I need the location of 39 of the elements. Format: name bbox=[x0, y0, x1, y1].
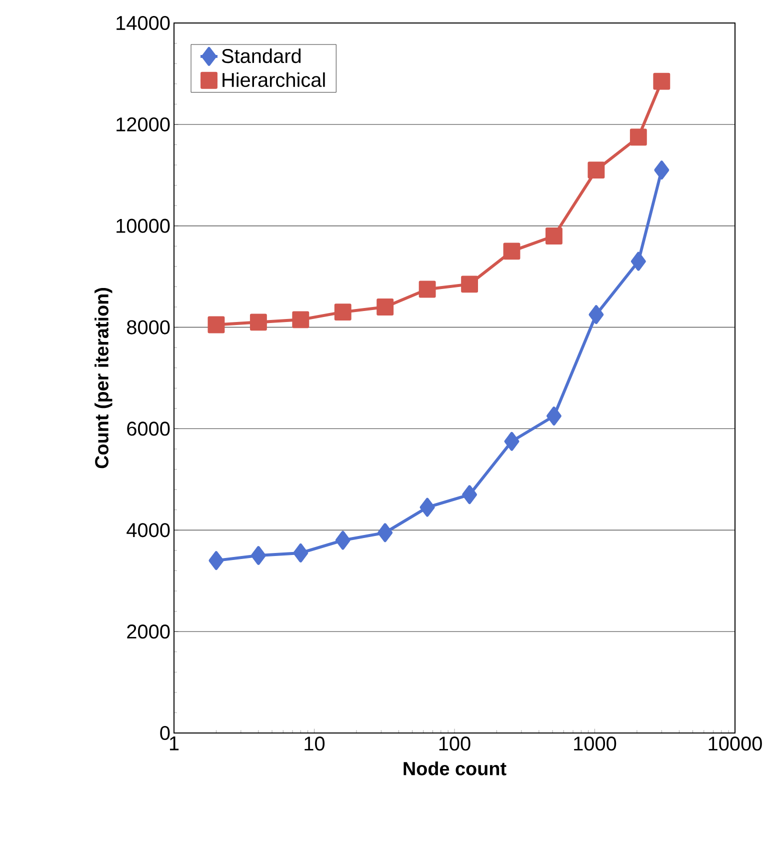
y-tick-label: 12000 bbox=[116, 117, 170, 132]
point bbox=[250, 546, 266, 565]
point bbox=[420, 498, 435, 517]
legend-label: Standard bbox=[222, 48, 301, 64]
point bbox=[588, 305, 604, 324]
point bbox=[378, 523, 393, 542]
point bbox=[546, 406, 562, 426]
x-tick-label: 100 bbox=[439, 736, 470, 751]
point bbox=[588, 162, 605, 179]
y-axis-title: Count (per iteration) bbox=[94, 288, 112, 468]
point bbox=[335, 530, 350, 550]
y-tick-label: 10000 bbox=[116, 218, 170, 233]
legend-label: Hierarchical bbox=[222, 72, 325, 88]
y-tick-label: 0 bbox=[160, 726, 170, 740]
point bbox=[208, 551, 224, 570]
point bbox=[504, 432, 520, 451]
y-tick-label: 4000 bbox=[126, 523, 170, 538]
y-tick-label: 6000 bbox=[127, 422, 170, 436]
y-tick-label: 8000 bbox=[127, 320, 170, 334]
point bbox=[292, 311, 310, 328]
x-tick-label: 1000 bbox=[574, 736, 616, 751]
x-tick-label: 10 bbox=[304, 736, 325, 751]
point bbox=[461, 276, 478, 293]
x-axis-title: Node count bbox=[404, 761, 506, 776]
point bbox=[250, 314, 267, 331]
point bbox=[208, 316, 225, 334]
x-tick-label: 10000 bbox=[708, 736, 762, 751]
point bbox=[418, 280, 436, 298]
point bbox=[293, 543, 308, 562]
point bbox=[376, 298, 394, 316]
point bbox=[630, 252, 646, 271]
point bbox=[462, 485, 478, 504]
point bbox=[630, 128, 647, 146]
point bbox=[503, 242, 520, 260]
x-tick-label: 1 bbox=[170, 736, 179, 750]
y-tick-label: 2000 bbox=[127, 624, 170, 639]
point bbox=[546, 228, 562, 244]
point bbox=[334, 304, 352, 321]
y-tick-label: 14000 bbox=[116, 16, 170, 30]
